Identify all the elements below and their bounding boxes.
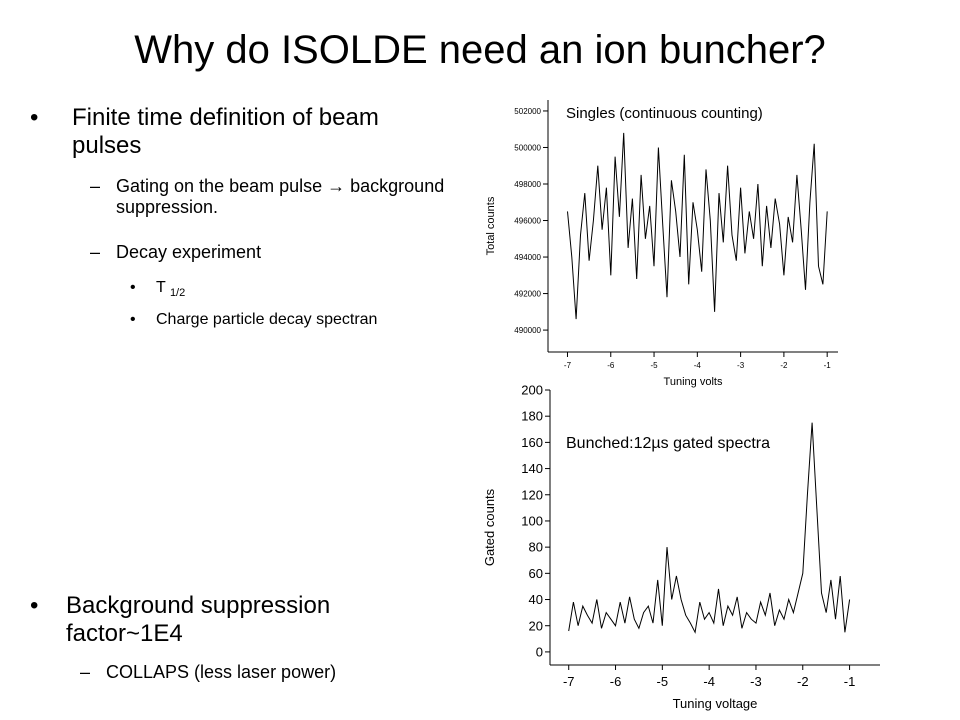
sub-sub-bullet: T 1/2 (156, 278, 185, 303)
y-tick-label: 140 (521, 461, 543, 476)
x-tick-label: -6 (607, 361, 615, 370)
x-axis-label: Tuning volts (664, 376, 723, 388)
y-tick-label: 200 (521, 383, 543, 398)
bullet-marker: • (30, 592, 39, 619)
bullet-marker: • (130, 279, 136, 296)
bullet: Background suppression factor~1E4 (66, 592, 331, 647)
y-axis-label: Total counts (485, 196, 497, 255)
sub-sub-bullet: Charge particle decay spectran (156, 311, 378, 328)
bullet: Finite time definition of beam pulses (72, 104, 379, 159)
y-tick-label: 100 (521, 514, 543, 529)
y-tick-label: 40 (529, 592, 543, 607)
y-tick-label: 180 (521, 409, 543, 424)
sub-sub-bullet-text: T (156, 279, 166, 296)
x-axis-label: Tuning voltage (673, 696, 758, 711)
x-tick-label: -7 (564, 361, 572, 370)
data-line (568, 422, 851, 634)
x-tick-label: -4 (694, 361, 702, 370)
sub-bullet: COLLAPS (less laser power) (106, 662, 337, 682)
annotation: Singles (continuous counting) (566, 105, 763, 122)
y-tick-label: 160 (521, 435, 543, 450)
subscript: 1/2 (169, 287, 186, 300)
dash-marker: – (80, 662, 91, 682)
bullet-marker: • (30, 104, 39, 131)
y-tick-label: 492000 (514, 289, 541, 298)
data-line (567, 132, 828, 320)
x-tick-label: -2 (797, 674, 809, 689)
y-tick-label: 20 (529, 618, 543, 633)
x-tick-label: -5 (657, 674, 669, 689)
y-axis-label: Gated counts (482, 488, 497, 566)
x-tick-label: -5 (650, 361, 658, 370)
y-tick-label: 60 (529, 566, 543, 581)
y-tick-label: 0 (536, 644, 543, 659)
y-tick-label: 490000 (514, 326, 541, 335)
y-tick-label: 494000 (514, 253, 541, 262)
sub-bullet: Decay experiment (116, 242, 262, 262)
annotation: Bunched:12µs gated spectra (566, 435, 770, 452)
x-tick-label: -1 (844, 674, 856, 689)
x-tick-label: -3 (737, 361, 745, 370)
x-tick-label: -7 (563, 674, 575, 689)
slide-title: Why do ISOLDE need an ion buncher? (134, 28, 826, 72)
dash-marker: – (90, 242, 101, 262)
bullet-marker: • (130, 311, 136, 328)
x-tick-label: -1 (824, 361, 832, 370)
y-tick-label: 120 (521, 487, 543, 502)
y-tick-label: 496000 (514, 216, 541, 225)
y-tick-label: 500000 (514, 143, 541, 152)
x-tick-label: -3 (750, 674, 762, 689)
sub-bullet: Gating on the beam pulse → background su… (116, 176, 445, 217)
x-tick-label: -2 (780, 361, 788, 370)
x-tick-label: -6 (610, 674, 622, 689)
y-tick-label: 80 (529, 540, 543, 555)
y-tick-label: 502000 (514, 107, 541, 116)
y-tick-label: 498000 (514, 180, 541, 189)
dash-marker: – (90, 176, 101, 196)
x-tick-label: -4 (703, 674, 715, 689)
